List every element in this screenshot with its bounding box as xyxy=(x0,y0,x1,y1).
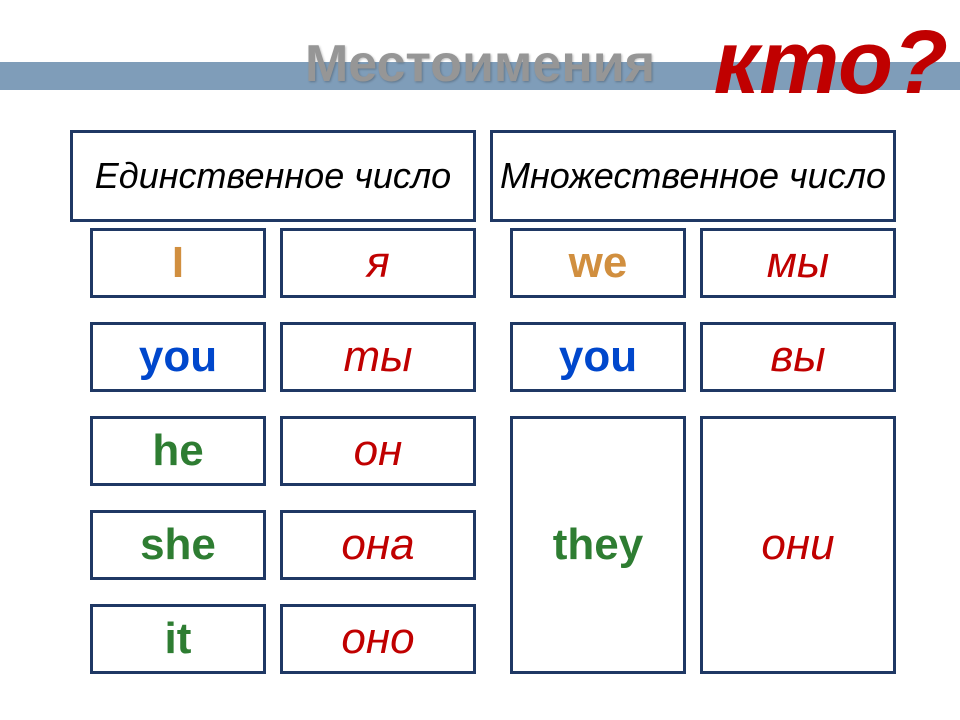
header-singular: Единственное число xyxy=(70,130,476,222)
singular-en-3: she xyxy=(90,510,266,580)
plural-ru-0: мы xyxy=(700,228,896,298)
header-plural-label: Множественное число xyxy=(500,157,886,195)
singular-ru-0: я xyxy=(280,228,476,298)
singular-en-1: you xyxy=(90,322,266,392)
plural-en-2: they xyxy=(510,416,686,674)
singular-ru-1: ты xyxy=(280,322,476,392)
singular-en-4: it xyxy=(90,604,266,674)
singular-ru-4: оно xyxy=(280,604,476,674)
plural-ru-2: они xyxy=(700,416,896,674)
singular-en-2: he xyxy=(90,416,266,486)
question-word: кто? xyxy=(714,12,948,115)
header-plural: Множественное число xyxy=(490,130,896,222)
header-singular-label: Единственное число xyxy=(95,157,451,195)
singular-en-0: I xyxy=(90,228,266,298)
plural-ru-1: вы xyxy=(700,322,896,392)
plural-en-0: we xyxy=(510,228,686,298)
plural-en-1: you xyxy=(510,322,686,392)
singular-ru-2: он xyxy=(280,416,476,486)
singular-ru-3: она xyxy=(280,510,476,580)
